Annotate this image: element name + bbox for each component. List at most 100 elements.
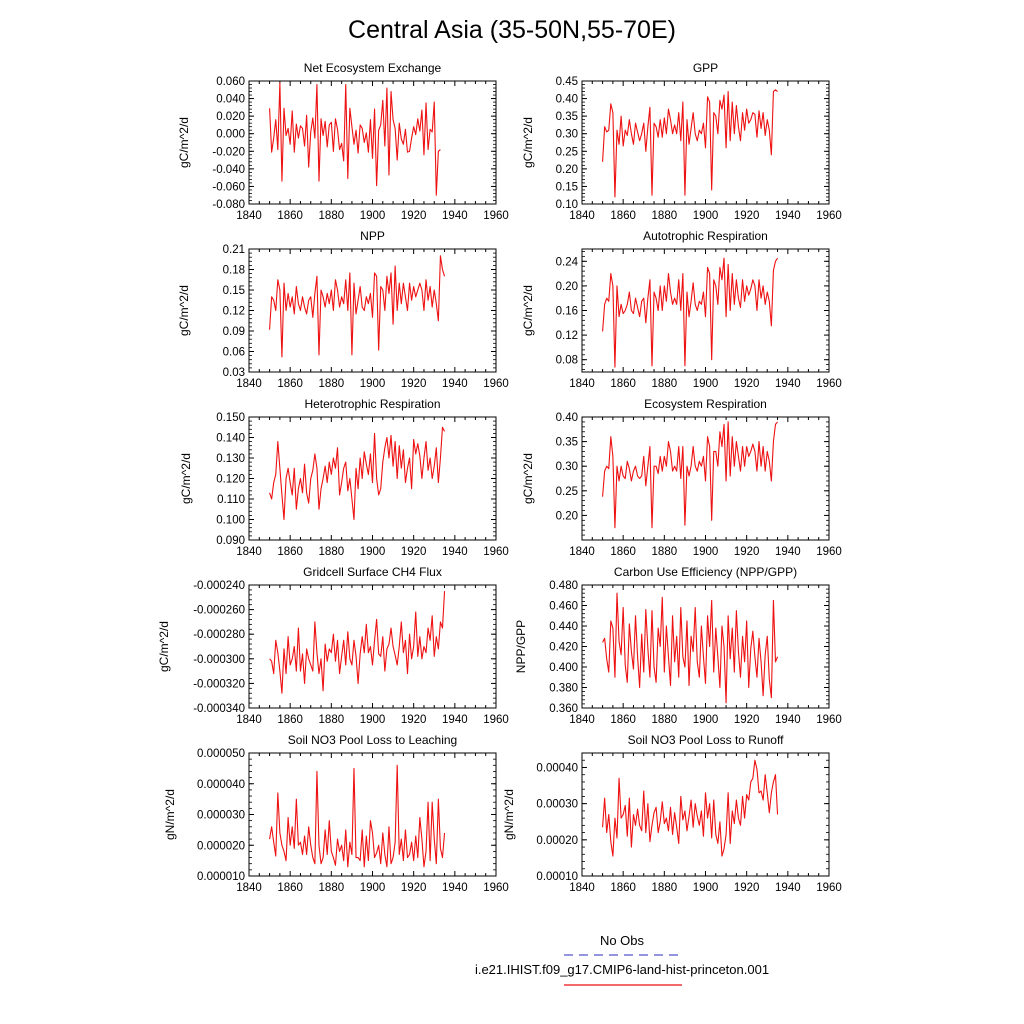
x-tick-label: 1960 xyxy=(816,210,842,222)
x-tick-label: 1860 xyxy=(610,210,636,222)
y-tick-label: -0.060 xyxy=(212,181,245,193)
x-tick-label: 1840 xyxy=(236,210,262,222)
y-axis-label: gC/m^2/d xyxy=(177,117,191,168)
series-line xyxy=(269,591,446,694)
y-axis-label: gC/m^2/d xyxy=(177,285,191,336)
figure-title: Central Asia (35-50N,55-70E) xyxy=(348,16,676,44)
x-tick-label: 1900 xyxy=(693,210,719,222)
y-tick-label: 0.09 xyxy=(223,326,245,338)
y-tick-label: 0.00010 xyxy=(536,871,578,883)
y-tick-label: 0.30 xyxy=(556,129,578,141)
x-tick-label: 1920 xyxy=(734,378,760,390)
x-tick-label: 1940 xyxy=(775,210,801,222)
x-tick-label: 1880 xyxy=(652,378,678,390)
series-line xyxy=(602,592,779,704)
x-tick-label: 1940 xyxy=(442,714,468,726)
series-line xyxy=(269,764,446,868)
x-tick-label: 1840 xyxy=(236,378,262,390)
y-tick-label: 0.480 xyxy=(549,580,578,592)
panel-title: Heterotrophic Respiration xyxy=(304,397,440,411)
y-tick-label: 0.24 xyxy=(556,256,579,268)
y-axis-label: NPP/GPP xyxy=(514,620,528,673)
x-tick-label: 1940 xyxy=(442,378,468,390)
x-tick-label: 1840 xyxy=(569,546,595,558)
y-tick-label: 0.20 xyxy=(556,164,578,176)
y-tick-label: 0.360 xyxy=(549,703,578,715)
panel-title: Soil NO3 Pool Loss to Runoff xyxy=(628,733,785,747)
x-tick-label: 1900 xyxy=(693,714,719,726)
plot-frame xyxy=(581,752,830,877)
y-tick-label: 0.12 xyxy=(223,306,245,318)
y-tick-label: 0.000030 xyxy=(197,810,245,822)
x-tick-label: 1880 xyxy=(319,210,345,222)
x-tick-label: 1840 xyxy=(236,546,262,558)
y-tick-label: 0.000020 xyxy=(197,840,245,852)
y-tick-label: 0.110 xyxy=(217,494,245,506)
y-axis-label: gN/m^2/d xyxy=(502,789,516,840)
y-tick-label: 0.120 xyxy=(216,474,245,486)
legend-model-label: i.e21.IHIST.f09_g17.CMIP6-land-hist-prin… xyxy=(475,962,769,977)
x-tick-label: 1860 xyxy=(610,378,636,390)
x-tick-label: 1960 xyxy=(483,546,509,558)
series-line xyxy=(269,255,446,358)
y-axis-label: gC/m^2/d xyxy=(521,453,535,504)
panel-10: 1840 1860 1880 1900 1920 1940 1960 0.00040 0.000… xyxy=(502,733,842,894)
y-tick-label: 0.150 xyxy=(216,412,245,424)
x-tick-label: 1940 xyxy=(442,882,468,894)
y-tick-label: 0.400 xyxy=(549,662,578,674)
panel-title: Ecosystem Respiration xyxy=(644,397,767,411)
y-tick-label: 0.30 xyxy=(556,461,578,473)
y-tick-label: 0.35 xyxy=(556,111,578,123)
y-tick-label: 0.090 xyxy=(216,535,245,547)
x-tick-label: 1860 xyxy=(277,882,303,894)
x-tick-label: 1860 xyxy=(277,378,303,390)
y-tick-label: 0.25 xyxy=(556,486,578,498)
y-tick-label: 0.00030 xyxy=(536,799,578,811)
x-tick-label: 1940 xyxy=(775,378,801,390)
y-tick-label: -0.000340 xyxy=(193,703,245,715)
y-axis-label: gC/m^2/d xyxy=(521,285,535,336)
panel-title: Carbon Use Efficiency (NPP/GPP) xyxy=(614,565,797,579)
x-tick-label: 1940 xyxy=(775,882,801,894)
y-tick-label: -0.000260 xyxy=(193,605,245,617)
panel-title: NPP xyxy=(360,229,385,243)
y-tick-label: 0.000040 xyxy=(197,779,245,791)
panel-title: Gridcell Surface CH4 Flux xyxy=(303,565,442,579)
y-tick-label: 0.060 xyxy=(216,76,245,88)
x-tick-label: 1860 xyxy=(610,882,636,894)
x-tick-label: 1900 xyxy=(693,378,719,390)
panel-title: GPP xyxy=(693,61,718,75)
x-tick-label: 1900 xyxy=(360,378,386,390)
y-tick-label: 0.06 xyxy=(223,347,245,359)
x-tick-label: 1860 xyxy=(610,714,636,726)
series-line xyxy=(602,89,778,198)
legend: No Obs i.e21.IHIST.f09_g17.CMIP6-land-hi… xyxy=(475,933,769,986)
y-tick-label: 0.380 xyxy=(549,683,578,695)
y-tick-label: 0.03 xyxy=(223,367,245,379)
x-tick-label: 1860 xyxy=(277,210,303,222)
y-tick-label: 0.20 xyxy=(556,281,578,293)
panel-3: 1840 1860 1880 1900 1920 1940 1960 0.21 0.18 0.15… xyxy=(177,229,509,390)
x-tick-label: 1900 xyxy=(693,546,719,558)
y-tick-label: 0.020 xyxy=(216,111,245,123)
x-tick-label: 1960 xyxy=(483,882,509,894)
y-tick-label: -0.000300 xyxy=(193,654,245,666)
x-tick-label: 1840 xyxy=(569,714,595,726)
plot-frame xyxy=(581,584,830,709)
x-tick-label: 1900 xyxy=(360,210,386,222)
x-tick-label: 1920 xyxy=(734,714,760,726)
x-tick-label: 1940 xyxy=(442,546,468,558)
plot-frame xyxy=(248,80,497,205)
x-tick-label: 1880 xyxy=(319,882,345,894)
y-tick-label: 0.100 xyxy=(216,515,245,527)
x-tick-label: 1960 xyxy=(816,714,842,726)
x-tick-label: 1880 xyxy=(319,378,345,390)
panel-2: 1840 1860 1880 1900 1920 1940 1960 0.45 0.40 0.35… xyxy=(521,61,842,222)
y-tick-label: 0.08 xyxy=(556,355,578,367)
x-tick-label: 1920 xyxy=(734,210,760,222)
x-tick-label: 1900 xyxy=(360,546,386,558)
panel-5: 1840 1860 1880 1900 1920 1940 1960 0.150 0.140 0.… xyxy=(179,397,509,558)
x-tick-label: 1900 xyxy=(360,714,386,726)
y-tick-label: -0.000280 xyxy=(193,629,245,641)
